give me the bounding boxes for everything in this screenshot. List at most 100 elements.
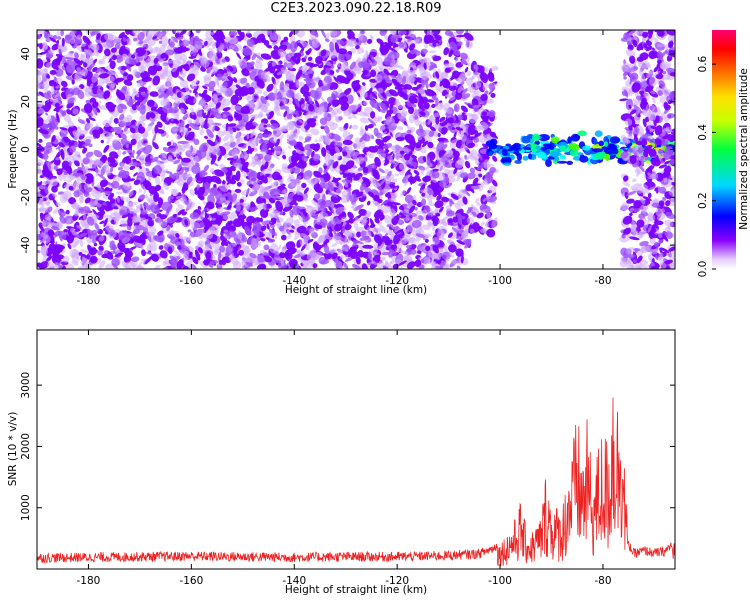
spectrogram-blob (261, 231, 271, 240)
spectrogram-blob (289, 35, 296, 43)
spectrogram-blob (250, 237, 257, 249)
spectrogram-blob (240, 240, 245, 248)
spectrogram-blob (182, 59, 187, 65)
spectrogram-blob (396, 219, 405, 225)
spectrogram-blob (121, 156, 129, 164)
spectrogram-blob (52, 207, 60, 214)
spectrogram-blob (248, 190, 258, 197)
spectrogram-blob (72, 87, 81, 96)
spectrogram-blob (378, 168, 385, 174)
spectrogram-blob (200, 66, 206, 72)
spectrogram-blob (362, 91, 368, 98)
spectrogram-blob (72, 239, 81, 249)
spectrogram-blob (466, 70, 472, 77)
spectrogram-blob (74, 43, 83, 53)
spectrogram-blob (278, 225, 285, 232)
spectrogram-blob (444, 182, 453, 189)
spectrogram-blob (158, 40, 163, 44)
spectrogram-blob (253, 95, 258, 99)
spectrogram-blob (276, 195, 282, 200)
spectrogram-blob (357, 32, 364, 42)
spectrogram-blob (467, 62, 471, 67)
spectrogram-blob (440, 260, 445, 264)
spectrogram-blob (336, 39, 346, 45)
spectrogram-blob (129, 153, 134, 159)
spectrogram-blob (175, 133, 181, 141)
spectrogram-blob (135, 105, 141, 111)
spectrogram-blob (305, 62, 315, 67)
spectrogram-blob (441, 89, 448, 97)
spectrogram-blob (454, 114, 459, 121)
spectrogram-blob (192, 85, 199, 94)
spectrogram-blob (222, 106, 231, 112)
spectrogram-blob (177, 209, 185, 216)
spectrogram-blob (359, 117, 370, 124)
spectrogram-blob (194, 155, 199, 162)
spectrogram-blob (374, 83, 384, 88)
spectrogram-blob (350, 251, 359, 259)
spectrogram-blob (79, 239, 84, 248)
spectrogram-blob (244, 151, 248, 159)
spectrogram-blob (145, 251, 153, 255)
spectrogram-blob (177, 61, 185, 65)
spectrogram-blob (431, 54, 437, 59)
spectrogram-blob (386, 223, 393, 228)
spectrogram-blob (286, 113, 293, 120)
spectrogram-blob (41, 222, 47, 227)
spectrogram-blob (116, 55, 124, 63)
spectrogram-blob (412, 216, 419, 221)
spectrogram-blob (110, 47, 117, 53)
spectrogram-blob (168, 59, 175, 64)
spectrogram-blob (406, 129, 412, 134)
spectrogram-blob (367, 38, 373, 44)
spectrogram-blob (43, 101, 52, 113)
spectrogram-blob (137, 49, 147, 57)
spectrogram-blob (375, 138, 385, 147)
spectrogram-blob (195, 30, 201, 34)
spectrogram-blob (247, 145, 253, 154)
spectrogram-blob (57, 175, 63, 182)
spectrogram-blob (48, 49, 55, 55)
spectrogram-blob (394, 173, 400, 177)
spectrogram-blob (248, 256, 257, 263)
spectrogram-blob (150, 154, 154, 159)
spectrogram-blob (73, 141, 79, 148)
spectrogram-blob (462, 196, 468, 205)
spectrogram-blob (334, 115, 340, 123)
spectrogram-blob (305, 133, 313, 137)
spectrogram-blob (63, 150, 70, 157)
spectrogram-blob (138, 154, 145, 162)
spectrogram-blob (125, 197, 131, 203)
spectrogram-blob (123, 72, 128, 77)
spectrogram-blob (342, 62, 348, 71)
spectrogram-blob (198, 247, 203, 254)
spectrogram-blob (424, 89, 429, 96)
spectrogram-blob (287, 234, 292, 240)
spectrogram-blob (406, 187, 412, 194)
spectrogram-blob (114, 248, 120, 253)
spectrogram-blob (235, 204, 241, 212)
spectrogram-blob (266, 83, 274, 92)
spectrogram-blob (241, 68, 250, 77)
spectrogram-blob (383, 214, 393, 225)
spectrogram-blob (61, 54, 67, 62)
spectrogram-blob (361, 82, 366, 86)
spectrogram-blob (311, 212, 318, 220)
spectrogram-blob (109, 240, 115, 249)
spectrogram-blob (177, 204, 184, 210)
spectrogram-blob (206, 128, 214, 138)
spectrogram-blob (234, 188, 242, 194)
spectrogram-blob (245, 61, 255, 70)
spectrogram-blob (208, 51, 213, 62)
spectrogram-blob (362, 100, 368, 106)
spectrogram-blob (206, 36, 214, 47)
spectrogram-blob (140, 70, 150, 80)
spectrogram-blob (285, 109, 295, 115)
spectrogram-blob (92, 213, 100, 219)
spectrogram-blob (281, 163, 289, 170)
spectrogram-blob (231, 149, 239, 159)
spectrogram-blob (80, 67, 89, 78)
spectrogram-blob (262, 133, 270, 138)
spectrogram-blob (136, 79, 144, 88)
spectrogram-blob (389, 183, 396, 189)
